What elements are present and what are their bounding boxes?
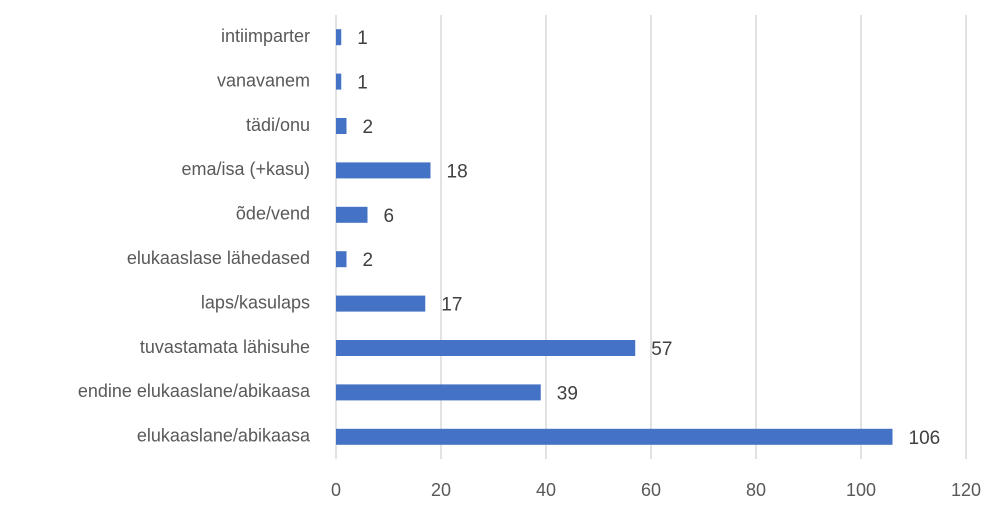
- x-tick-label: 60: [641, 480, 661, 500]
- y-tick-label: laps/kasulaps: [201, 292, 310, 312]
- value-label: 106: [909, 428, 941, 449]
- value-label: 2: [363, 250, 374, 271]
- y-tick-label: intiimparter: [221, 26, 310, 46]
- x-tick-label: 100: [846, 480, 876, 500]
- y-tick-label: elukaaslase lähedased: [127, 248, 310, 268]
- x-tick-label: 0: [331, 480, 341, 500]
- bar: [336, 29, 342, 46]
- value-label: 6: [384, 206, 395, 227]
- value-label: 18: [447, 161, 468, 182]
- y-tick-label: tuvastamata lähisuhe: [140, 337, 310, 357]
- y-tick-label: ema/isa (+kasu): [181, 159, 310, 179]
- bar: [336, 73, 342, 90]
- y-tick-label: elukaaslane/abikaasa: [137, 426, 311, 446]
- y-tick-label: õde/vend: [236, 204, 310, 224]
- bar: [336, 118, 347, 134]
- bar: [336, 340, 636, 356]
- x-tick-label: 120: [951, 480, 981, 500]
- value-label: 57: [651, 339, 672, 360]
- bar: [336, 384, 541, 401]
- value-label: 39: [557, 383, 578, 404]
- value-label: 2: [363, 117, 374, 138]
- bar: [336, 251, 347, 268]
- y-tick-label: tädi/onu: [246, 115, 310, 135]
- y-tick-label: endine elukaaslane/abikaasa: [78, 381, 311, 401]
- bar: [336, 206, 368, 223]
- value-label: 1: [357, 73, 368, 94]
- value-label: 1: [357, 28, 368, 49]
- bar: [336, 295, 426, 312]
- bar: [336, 428, 893, 445]
- x-tick-label: 80: [746, 480, 766, 500]
- x-tick-label: 20: [431, 480, 451, 500]
- value-label: 17: [441, 295, 462, 316]
- y-tick-label: vanavanem: [217, 70, 310, 90]
- bar: [336, 162, 431, 179]
- x-tick-label: 40: [536, 480, 556, 500]
